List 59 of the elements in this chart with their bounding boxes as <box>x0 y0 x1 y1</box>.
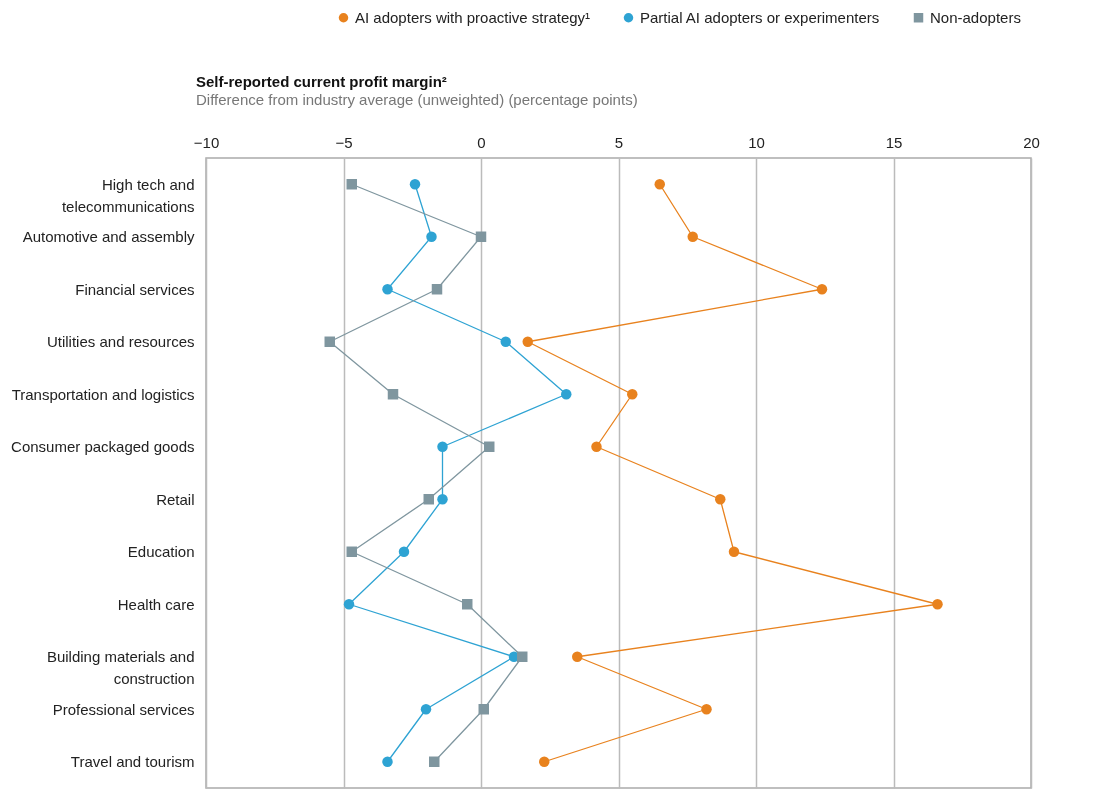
y-tick-label: Utilities and resources <box>46 333 195 351</box>
y-tick-label: Professional services <box>52 700 195 718</box>
point <box>728 546 740 557</box>
legend-label: AI adopters with proactive strategy¹ <box>355 8 591 26</box>
legend-label: Non-adopters <box>930 8 1021 26</box>
point <box>398 546 410 557</box>
point <box>715 494 726 505</box>
point <box>932 599 943 610</box>
point <box>478 704 489 715</box>
point <box>572 651 583 662</box>
point <box>382 284 393 295</box>
y-tick-label: Automotive and assembly <box>22 228 195 246</box>
point <box>429 756 440 767</box>
point <box>382 756 393 767</box>
point <box>423 494 434 505</box>
point <box>437 494 448 505</box>
x-tick-label: 10 <box>748 133 765 151</box>
point <box>816 284 828 295</box>
y-tick-label: High tech and telecommunications <box>61 175 195 215</box>
y-tick-label: Financial services <box>75 280 195 298</box>
x-tick-label: 5 <box>614 133 624 151</box>
x-tick-label: 0 <box>477 133 486 151</box>
point <box>475 231 487 242</box>
point <box>437 441 448 452</box>
point <box>500 336 511 347</box>
point <box>409 179 421 190</box>
point <box>654 179 665 190</box>
y-tick-label: Education <box>127 543 195 561</box>
x-tick-label: −5 <box>335 133 353 151</box>
y-tick-label: Travel and tourism <box>70 753 195 771</box>
x-tick-label: 15 <box>885 133 903 151</box>
x-tick-label: −10 <box>193 133 220 151</box>
point <box>522 336 533 347</box>
y-tick-label: Health care <box>117 595 195 613</box>
y-tick-label: Consumer packaged goods <box>11 438 195 456</box>
point <box>687 231 698 242</box>
point <box>420 704 432 715</box>
point <box>431 284 443 295</box>
point <box>627 389 638 400</box>
point <box>346 179 357 190</box>
point <box>324 336 335 347</box>
chart-subtitle: Difference from industry average (unweighted) (percentage points) <box>196 91 638 108</box>
point <box>539 756 550 767</box>
point <box>387 389 399 400</box>
legend-label: Partial AI adopters or experimenters <box>640 8 880 26</box>
point <box>701 704 712 715</box>
point <box>561 389 572 400</box>
point <box>426 231 437 242</box>
x-tick-label: 20 <box>1023 133 1040 151</box>
point <box>517 651 528 662</box>
point <box>346 546 357 557</box>
point <box>462 599 473 610</box>
point <box>343 599 355 610</box>
point <box>591 441 602 452</box>
y-tick-label: Transportation and logistics <box>11 385 195 403</box>
point <box>484 441 495 452</box>
y-tick-label: Building materials and construction <box>46 648 195 688</box>
chart-title: Self-reported current profit margin² <box>196 73 447 90</box>
y-tick-label: Retail <box>156 490 195 508</box>
